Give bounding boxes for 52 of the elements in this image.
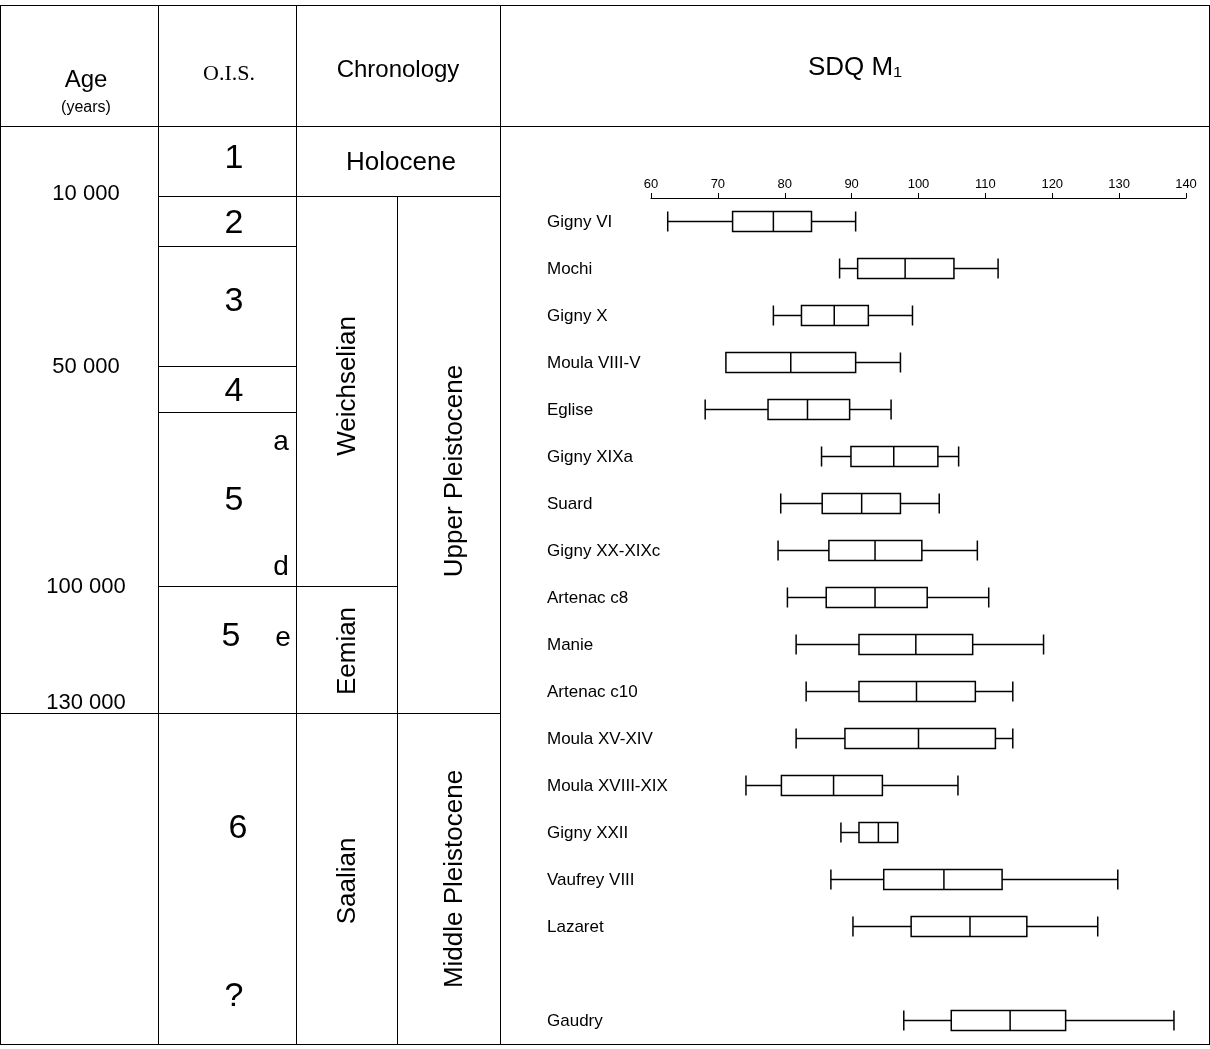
text: O.I.S. <box>203 60 255 85</box>
y-tick-label: Manie <box>547 635 594 654</box>
y-tick-label: Moula XVIII-XIX <box>547 776 668 795</box>
text: a <box>273 425 289 456</box>
text: 6 <box>228 807 248 845</box>
text: 10 000 <box>52 180 120 205</box>
x-tick-label: 140 <box>1175 176 1197 191</box>
y-tick-label: Gigny X <box>547 306 608 325</box>
text: 130 000 <box>46 689 126 714</box>
y-tick-label: Artenac c10 <box>547 682 638 701</box>
y-tick-label: Gigny XX-XIXc <box>547 541 661 560</box>
text: Middle Pleistocene <box>438 769 468 989</box>
x-tick-label: 130 <box>1108 176 1130 191</box>
y-tick-label: Suard <box>547 494 593 513</box>
y-tick-label: Gaudry <box>547 1011 604 1030</box>
y-tick-label: Moula VIII-V <box>547 353 642 372</box>
text: Chronology <box>336 55 460 82</box>
text: 1 <box>224 137 244 175</box>
text: 5 <box>221 615 241 653</box>
text: 3 <box>224 280 244 318</box>
y-tick-label: Gigny XXII <box>547 823 629 842</box>
x-tick-label: 110 <box>975 176 996 191</box>
x-tick-label: 90 <box>844 176 859 191</box>
text: Eemian <box>331 606 361 696</box>
y-tick-label: Mochi <box>547 259 593 278</box>
text: Saalian <box>331 837 361 925</box>
text: Age <box>64 65 108 92</box>
y-tick-label: Artenac c8 <box>547 588 629 607</box>
text: 100 000 <box>46 573 126 598</box>
x-tick-label: 80 <box>777 176 792 191</box>
text: e <box>275 621 291 652</box>
y-tick-label: Moula XV-XIV <box>547 729 654 748</box>
y-tick-label: Gigny VI <box>547 212 613 231</box>
y-tick-label: Gigny XIXa <box>547 447 634 466</box>
y-tick-label: Vaufrey VIII <box>547 870 635 889</box>
x-tick-label: 70 <box>710 176 726 191</box>
text: d <box>273 550 289 581</box>
y-tick-label: Eglise <box>547 400 594 419</box>
text: Holocene <box>346 146 456 176</box>
text: Upper Pleistocene <box>438 364 468 578</box>
x-tick-label: 60 <box>643 176 659 191</box>
text: 4 <box>224 370 244 408</box>
chart-title: SDQ M₁ <box>808 51 903 81</box>
text: 50 000 <box>52 353 120 378</box>
x-tick-label: 120 <box>1041 176 1064 191</box>
y-tick-label: Lazaret <box>547 917 604 936</box>
text: ? <box>224 975 244 1013</box>
text: 2 <box>224 202 244 240</box>
text: (years) <box>61 98 111 115</box>
text: 5 <box>224 479 244 517</box>
x-tick-label: 100 <box>907 176 930 191</box>
text: Weichselian <box>331 316 361 456</box>
